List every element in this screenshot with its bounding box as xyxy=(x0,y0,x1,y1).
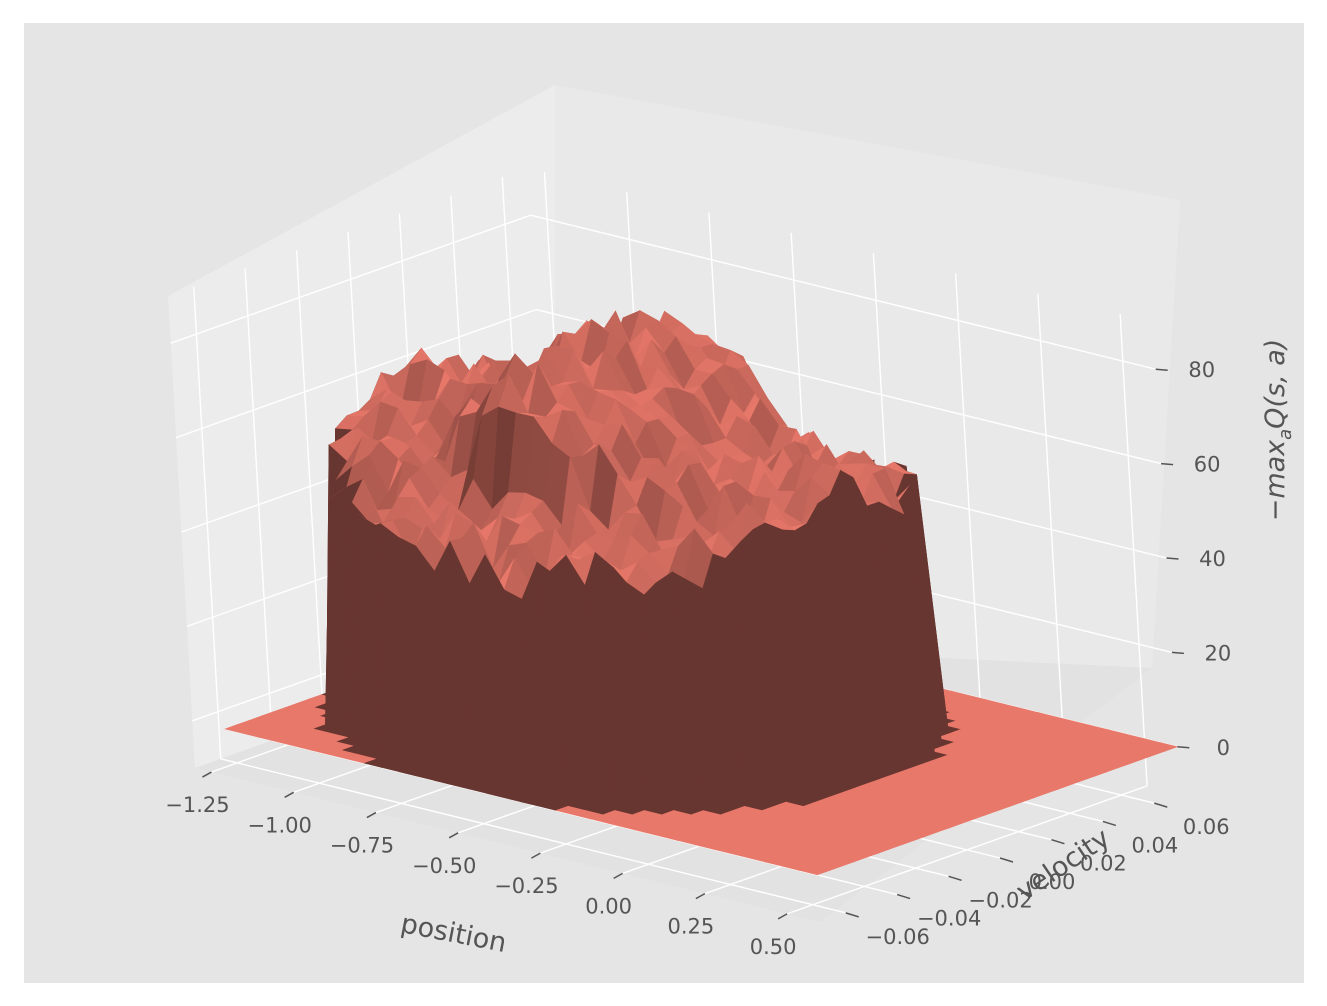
x-tick-label-6: 0.25 xyxy=(667,915,714,939)
surface-face-7-1 xyxy=(357,513,377,760)
z-tick-mark-2 xyxy=(1166,557,1179,560)
x-tick-mark-6 xyxy=(695,892,706,900)
y-tick-label-2: −0.02 xyxy=(968,888,1032,912)
y-tick-mark-4 xyxy=(1051,838,1065,845)
y-tick-mark-6 xyxy=(1154,802,1168,808)
x-tick-mark-2 xyxy=(366,811,377,819)
y-tick-mark-1 xyxy=(896,893,911,900)
x-tick-label-0: −1.25 xyxy=(165,793,229,817)
x-tick-label-2: −0.75 xyxy=(330,834,394,858)
surface-face-17-0 xyxy=(520,562,540,807)
z-tick-mark-3 xyxy=(1161,462,1174,466)
y-tick-mark-5 xyxy=(1102,820,1117,827)
surface-face-10-0 xyxy=(397,536,418,777)
grid-floor-y-0 xyxy=(220,758,846,914)
y-tick-mark-0 xyxy=(845,912,859,918)
x-tick-mark-0 xyxy=(202,771,212,778)
z-axis-label-sub: a xyxy=(1275,429,1296,440)
z-axis-label: −maxaQ(s, a) xyxy=(1260,339,1296,522)
x-axis-ticks: −1.25 −1.00 −0.75 −0.50 −0.25 0.00 0.25 0.50 xyxy=(165,771,797,959)
y-tick-label-5: 0.04 xyxy=(1131,833,1178,857)
surface-face-12-0 xyxy=(433,541,452,786)
x-tick-mark-1 xyxy=(284,791,295,798)
x-tick-mark-4 xyxy=(531,852,541,859)
y-tick-label-6: 0.06 xyxy=(1183,815,1230,839)
surface xyxy=(224,310,1179,876)
x-tick-mark-7 xyxy=(777,913,788,920)
surface-face-4-3 xyxy=(329,486,349,738)
y-tick-label-4: 0.02 xyxy=(1080,852,1127,876)
z-tick-label-4: 80 xyxy=(1188,358,1215,382)
z-tick-label-2: 40 xyxy=(1199,547,1226,571)
z-tick-label-1: 20 xyxy=(1205,641,1232,665)
x-tick-label-5: 0.00 xyxy=(585,894,632,918)
surface-face-11-0 xyxy=(415,545,435,781)
z-tick-mark-1 xyxy=(1171,651,1184,655)
x-tick-label-7: 0.50 xyxy=(750,935,797,959)
surface-face-15-0 xyxy=(484,554,505,798)
grid-left-z-4 xyxy=(170,214,531,344)
z-tick-label-0: 0 xyxy=(1217,736,1230,760)
z-axis-label-tail: Q(s, a) xyxy=(1260,339,1291,429)
y-tick-label-3: 0.00 xyxy=(1029,870,1076,894)
x-tick-label-3: −0.50 xyxy=(412,854,476,878)
surface-face-14-0 xyxy=(468,554,487,794)
surface-face-9-0 xyxy=(379,522,400,773)
x-tick-mark-5 xyxy=(613,872,623,880)
x-tick-mark-3 xyxy=(448,832,459,839)
z-tick-label-3: 60 xyxy=(1194,453,1221,477)
y-tick-label-0: −0.06 xyxy=(866,925,930,949)
grid-back-z-4 xyxy=(530,214,1156,370)
y-tick-mark-2 xyxy=(948,875,962,882)
grid-left-z-3 xyxy=(175,308,537,439)
surface-face-33-0 xyxy=(798,865,831,876)
z-tick-mark-4 xyxy=(1155,368,1168,371)
surface-face-13-0 xyxy=(449,541,470,790)
z-tick-mark-0 xyxy=(1177,746,1190,749)
z-axis-ticks: 0 20 40 60 80 xyxy=(1155,358,1232,760)
surface-face-19-1 xyxy=(565,554,586,811)
x-tick-label-4: −0.25 xyxy=(494,874,558,898)
surface-face-16-0 xyxy=(503,589,523,803)
y-axis-ticks: −0.06−0.04−0.020.000.020.040.06 xyxy=(845,802,1230,949)
y-tick-mark-3 xyxy=(999,857,1014,863)
x-tick-label-1: −1.00 xyxy=(248,813,312,837)
z-axis-label-main: −max xyxy=(1260,439,1291,521)
y-tick-label-1: −0.04 xyxy=(917,907,981,931)
